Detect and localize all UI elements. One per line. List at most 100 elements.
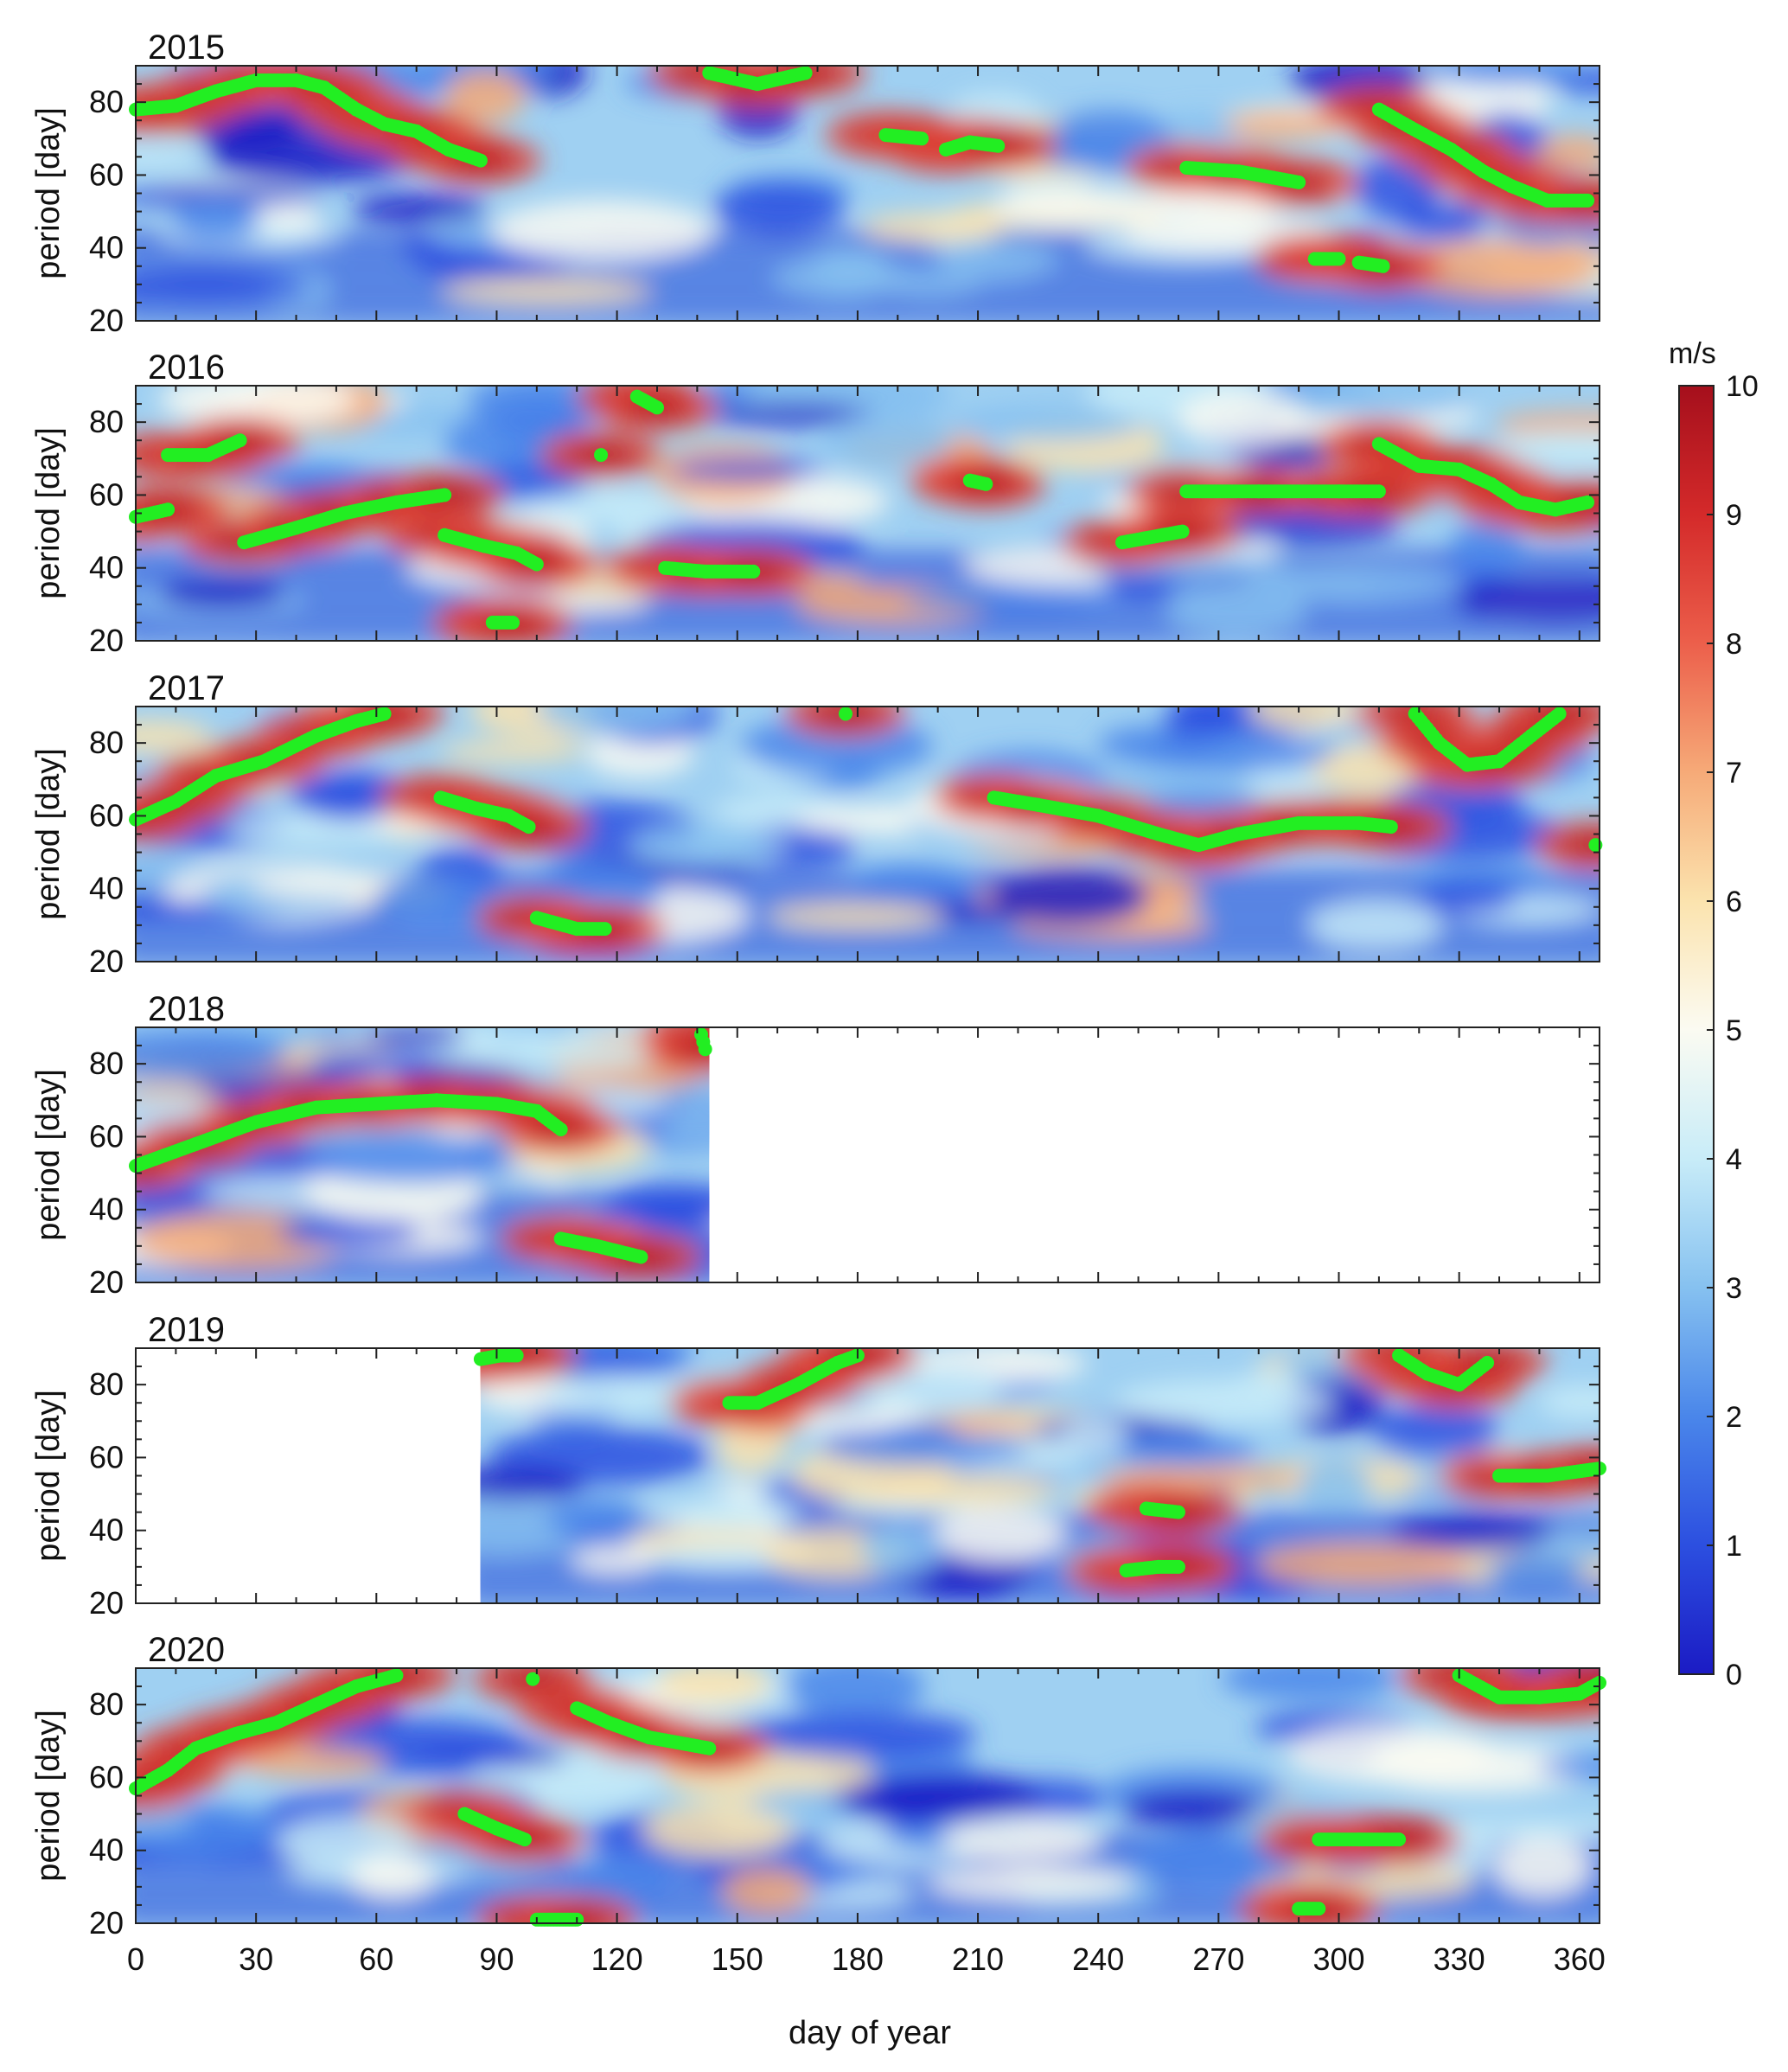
y-tick-label: 20: [89, 303, 124, 338]
ridge-point: [509, 1348, 524, 1363]
x-tick-label: 60: [359, 1941, 393, 1977]
colorbar-tick-label: 3: [1726, 1272, 1742, 1305]
ridge-1: [433, 790, 536, 835]
ridge-point: [377, 707, 392, 721]
ridge-point: [597, 922, 612, 937]
ridge-point: [1371, 484, 1386, 499]
ridge-10: [1179, 484, 1386, 499]
ridge-point: [1580, 495, 1595, 509]
colorbar-title: m/s: [1669, 337, 1716, 370]
year-label: 2019: [148, 1311, 225, 1349]
y-tick-label: 20: [89, 1264, 124, 1300]
y-axis-title: period [day]: [30, 427, 67, 599]
ridge-6: [1351, 255, 1390, 273]
ridge-0: [129, 502, 176, 524]
y-tick-label: 80: [89, 725, 124, 760]
ridge-point: [1480, 1355, 1495, 1370]
ridge-2: [570, 1701, 717, 1755]
y-tick-label: 80: [89, 1686, 124, 1722]
ridge-1: [161, 433, 247, 463]
y-tick-label: 60: [89, 1118, 124, 1154]
y-tick-label: 80: [89, 1366, 124, 1402]
x-tick-label: 270: [1192, 1941, 1244, 1977]
year-label: 2015: [148, 29, 225, 67]
panel-2016: 20 40 60 80 period [day] 2016: [30, 349, 1600, 658]
ridge-point: [991, 138, 1006, 153]
panel-2017: 20 40 60 80 period [day] 2017: [30, 669, 1603, 979]
ridge-0: [129, 707, 392, 827]
ridge-0: [129, 1093, 568, 1173]
ridge-point: [161, 502, 176, 517]
y-axis-title: period [day]: [30, 1710, 67, 1882]
y-tick-label: 20: [89, 1585, 124, 1621]
ridge-1: [553, 1231, 648, 1264]
ridge-point: [529, 557, 544, 572]
ridge-3: [938, 135, 1006, 157]
ticks: [135, 1026, 1600, 1283]
x-tick-label: 210: [952, 1941, 1004, 1977]
y-tick-label: 40: [89, 550, 124, 585]
ridge-point: [521, 820, 536, 835]
heatmap-field: [136, 386, 1600, 641]
ridge-point: [979, 476, 993, 491]
ridge-1: [702, 66, 813, 92]
x-tick-label: 360: [1554, 1941, 1606, 1977]
x-tick-label: 150: [712, 1941, 763, 1977]
ridge-point: [1175, 524, 1190, 539]
y-axis-title: period [day]: [30, 1390, 67, 1562]
ridge-2: [1119, 1559, 1185, 1578]
ridge-point: [1383, 820, 1398, 835]
colorbar-tick-label: 9: [1726, 499, 1742, 532]
ridge-5: [1408, 707, 1567, 772]
x-tick-label: 240: [1072, 1941, 1124, 1977]
x-tick-label: 30: [239, 1941, 273, 1977]
ridge-3: [838, 707, 852, 721]
ridge-5: [594, 448, 609, 463]
panel-2015: 20 40 60 80 period [day] 2015: [30, 29, 1600, 338]
ridge-6: [629, 389, 664, 415]
year-label: 2017: [148, 669, 225, 707]
x-axis-title: day of year: [789, 2015, 951, 2051]
ridge-point: [473, 153, 488, 168]
ridge-point: [746, 564, 761, 579]
heatmap-field: [480, 1348, 1600, 1603]
ridge-4: [987, 790, 1398, 853]
x-tick-label: 330: [1434, 1941, 1485, 1977]
ridge-11: [1371, 437, 1595, 517]
ridge-point: [437, 488, 452, 502]
x-axis: 0 30 60 90 120 150 180 210 240 270 300 330 360: [127, 1941, 1606, 1977]
year-label: 2016: [148, 349, 225, 387]
ridge-lines: [129, 66, 1595, 273]
ridge-point: [506, 615, 520, 630]
colorbar-tick-label: 7: [1726, 757, 1742, 790]
ridge-7: [658, 560, 761, 579]
heatmap-field: [136, 1668, 1600, 1923]
ridge-7: [1452, 1668, 1606, 1704]
y-tick-label: 80: [89, 84, 124, 119]
ridge-point: [649, 400, 664, 415]
ridge-4: [1392, 1348, 1495, 1392]
y-tick-label: 40: [89, 1512, 124, 1548]
ridge-point: [702, 1741, 717, 1755]
ticks: [135, 385, 1600, 642]
panel-2020: 20 40 60 80 period [day] 2020: [30, 1631, 1606, 1941]
ridge-2: [878, 128, 929, 146]
ridge-point: [1580, 193, 1595, 208]
ridge-point: [1312, 1902, 1326, 1916]
colorbar-tick-label: 1: [1726, 1530, 1742, 1563]
ridge-0: [473, 1348, 524, 1366]
ridge-2: [694, 1027, 712, 1057]
ticks: [135, 706, 1600, 962]
y-tick-label: 40: [89, 230, 124, 265]
x-tick-label: 300: [1312, 1941, 1364, 1977]
x-tick-label: 120: [591, 1941, 643, 1977]
x-tick-label: 0: [127, 1941, 144, 1977]
ridge-point: [1171, 1505, 1185, 1519]
ridge-4: [529, 1912, 584, 1927]
y-tick-label: 80: [89, 1046, 124, 1081]
heatmap-field: [136, 707, 1600, 962]
ridge-point: [526, 1672, 540, 1686]
ridge-8: [962, 473, 993, 491]
y-axis-title: period [day]: [30, 748, 67, 920]
y-tick-label: 60: [89, 1759, 124, 1794]
